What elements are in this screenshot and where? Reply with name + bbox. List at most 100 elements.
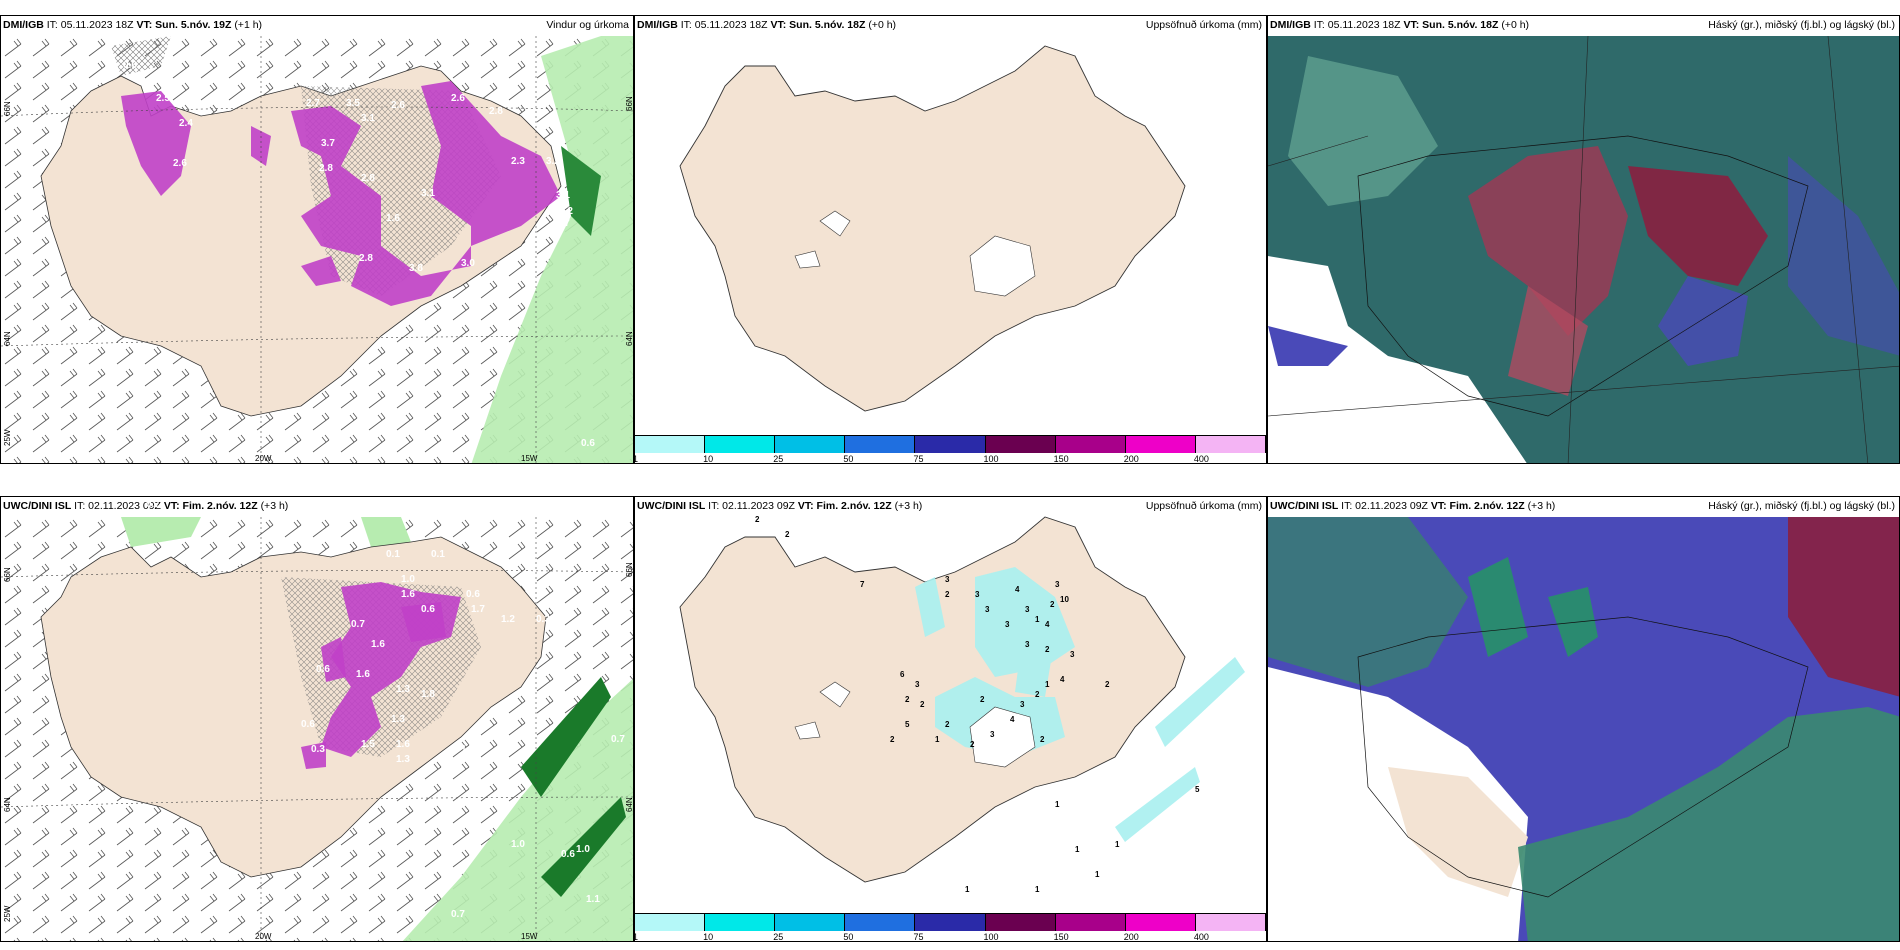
axis-lat-label: 25W bbox=[3, 905, 12, 922]
value-label: 1.6 bbox=[396, 739, 410, 750]
axis-lat-label: 66N bbox=[625, 96, 634, 111]
value-label: 2.4 bbox=[179, 118, 193, 129]
value-label: 3 bbox=[915, 680, 920, 689]
colorbar-tick: 75 bbox=[913, 932, 924, 942]
panel-title: Háský (gr.), miðský (fj.bl.) og lágský (… bbox=[1708, 19, 1895, 31]
value-label: 1.3 bbox=[396, 754, 410, 765]
value-label: 1.3 bbox=[396, 684, 410, 695]
value-label: 3 bbox=[1025, 640, 1030, 649]
axis-lat-label: 66N bbox=[3, 101, 12, 116]
panel-wind-precip-top: DMI/IGB IT: 05.11.2023 18Z VT: Sun. 5.nó… bbox=[0, 15, 634, 464]
value-label: 2.5 bbox=[156, 93, 170, 104]
value-label: 4 bbox=[1010, 715, 1015, 724]
value-label: 0.6 bbox=[421, 604, 435, 615]
value-label: 3.0 bbox=[461, 258, 475, 269]
value-label: 3 bbox=[990, 730, 995, 739]
value-label: 0.1 bbox=[386, 549, 400, 560]
axis-lat-label: 64N bbox=[625, 797, 634, 812]
colorbar-cell bbox=[845, 436, 916, 453]
value-label: 2.8 bbox=[319, 163, 333, 174]
colorbar-cell bbox=[635, 914, 706, 931]
value-label: 3 bbox=[1070, 650, 1075, 659]
axis-lat-label: 64N bbox=[3, 331, 12, 346]
colorbar-cell bbox=[1195, 436, 1266, 453]
value-label: 0.1 bbox=[431, 549, 445, 560]
value-label: 7 bbox=[860, 580, 865, 589]
colorbar-cell bbox=[1195, 914, 1266, 931]
value-label: 2 bbox=[785, 530, 790, 539]
value-label: 0.7 bbox=[451, 909, 465, 920]
value-label: 1 bbox=[1055, 800, 1060, 809]
colorbar-tick: 150 bbox=[1053, 454, 1069, 464]
value-label: 3.1 bbox=[556, 190, 570, 201]
value-label: 2 bbox=[755, 515, 760, 524]
panel-title: Háský (gr.), miðský (fj.bl.) og lágský (… bbox=[1708, 500, 1895, 512]
value-label: 2 bbox=[905, 695, 910, 704]
value-label: 6 bbox=[900, 670, 905, 679]
value-label: 1 bbox=[1035, 615, 1040, 624]
value-label: 3.1 bbox=[421, 188, 435, 199]
value-label: 3 bbox=[1005, 620, 1010, 629]
value-label: 1 bbox=[1035, 885, 1040, 894]
value-label: 0.6 bbox=[581, 438, 595, 449]
value-label: 2 bbox=[890, 735, 895, 744]
colorbar-tick: 200 bbox=[1123, 932, 1139, 942]
value-label: 4.2 bbox=[559, 206, 573, 217]
panel-header: DMI/IGB IT: 05.11.2023 18Z VT: Sun. 5.nó… bbox=[1268, 16, 1899, 36]
axis-lon-label: 20W bbox=[255, 454, 272, 463]
value-label: 1.6 bbox=[461, 744, 475, 755]
colorbar-tick: 25 bbox=[773, 932, 784, 942]
value-label: 4 bbox=[1015, 585, 1020, 594]
value-label: 1 bbox=[1075, 845, 1080, 854]
value-label: 2.8 bbox=[359, 253, 373, 264]
value-label: 3 bbox=[1020, 700, 1025, 709]
value-label: 0.7 bbox=[611, 734, 625, 745]
panel-title: Uppsöfnuð úrkoma (mm) bbox=[1145, 500, 1262, 512]
colorbar-tick: 10 bbox=[703, 932, 714, 942]
value-label: 0.6 bbox=[301, 719, 315, 730]
value-label: 3.1 bbox=[361, 113, 375, 124]
colorbar-tick: 200 bbox=[1123, 454, 1139, 464]
panel-accum-precip-top: DMI/IGB IT: 05.11.2023 18Z VT: Sun. 5.nó… bbox=[634, 15, 1267, 464]
colorbar-tick: 150 bbox=[1053, 932, 1069, 942]
colorbar-cell bbox=[915, 914, 986, 931]
value-label: 3.7 bbox=[321, 138, 335, 149]
colorbar-tick: 400 bbox=[1193, 454, 1209, 464]
colorbar-cell bbox=[775, 914, 846, 931]
colorbar-cell bbox=[1125, 914, 1196, 931]
colorbar-cell bbox=[985, 914, 1056, 931]
colorbar-cell bbox=[845, 914, 916, 931]
value-label: 1.8 bbox=[421, 689, 435, 700]
value-label: 1.0 bbox=[511, 839, 525, 850]
value-label: 2.8 bbox=[489, 106, 503, 117]
panel-wind-precip-bottom: UWC/DINI ISL IT: 02.11.2023 09Z VT: Fim.… bbox=[0, 496, 634, 942]
panel-header: UWC/DINI ISL IT: 02.11.2023 09Z VT: Fim.… bbox=[1268, 497, 1899, 517]
colorbar-cell bbox=[705, 914, 776, 931]
value-label: 0.7 bbox=[146, 499, 160, 510]
colorbar-cell bbox=[1125, 436, 1196, 453]
panel-header: UWC/DINI ISL IT: 02.11.2023 09Z VT: Fim.… bbox=[637, 500, 923, 512]
colorbar-cell bbox=[985, 436, 1056, 453]
panel-header: DMI/IGB IT: 05.11.2023 18Z VT: Sun. 5.nó… bbox=[3, 19, 263, 31]
cloud-map bbox=[1268, 36, 1899, 463]
colorbar-cell bbox=[915, 436, 986, 453]
value-label: 3.8 bbox=[409, 263, 423, 274]
value-label: 0.3 bbox=[311, 744, 325, 755]
panel-clouds-top: DMI/IGB IT: 05.11.2023 18Z VT: Sun. 5.nó… bbox=[1267, 15, 1900, 464]
colorbar-tick: 400 bbox=[1193, 932, 1209, 942]
wind-precip-map: 0.70.1 0.11.01.60.60.61.71.2 0.30.71.60.6 1… bbox=[1, 499, 633, 941]
value-label: 1.6 bbox=[401, 589, 415, 600]
value-label: 2 bbox=[1035, 690, 1040, 699]
panel-header: UWC/DINI ISL IT: 02.11.2023 09Z VT: Fim.… bbox=[3, 500, 289, 512]
colorbar-tick: 75 bbox=[913, 454, 924, 464]
value-label: 2.3 bbox=[511, 156, 525, 167]
colorbar-cell bbox=[1055, 914, 1126, 931]
panel-title: Uppsöfnuð úrkoma (mm) bbox=[1145, 19, 1262, 31]
panel-clouds-bottom: UWC/DINI ISL IT: 02.11.2023 09Z VT: Fim.… bbox=[1267, 496, 1900, 942]
value-label: 1.0 bbox=[576, 844, 590, 855]
value-label: 1.6 bbox=[386, 213, 400, 224]
value-label: 1.6 bbox=[371, 639, 385, 650]
value-label: 2 bbox=[1050, 600, 1055, 609]
colorbar-cell bbox=[635, 436, 706, 453]
